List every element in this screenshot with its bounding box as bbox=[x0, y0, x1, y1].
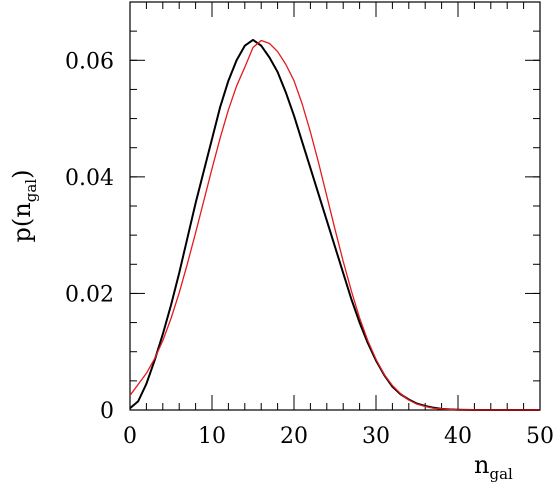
x-tick-label: 30 bbox=[362, 424, 390, 449]
series-group bbox=[129, 38, 540, 411]
x-tick-label: 10 bbox=[198, 424, 226, 449]
x-tick-label: 0 bbox=[123, 424, 137, 449]
x-axis-label: ngal bbox=[474, 451, 513, 483]
x-tick-label: 50 bbox=[526, 424, 554, 449]
ticks bbox=[129, 1, 541, 411]
plot-frame bbox=[129, 1, 541, 411]
y-tick-label: 0.02 bbox=[65, 282, 114, 307]
y-tick-label: 0.04 bbox=[65, 166, 114, 191]
tick-labels: 0 10 20 30 40 50 0 0.02 0.04 0.06 bbox=[65, 49, 554, 449]
y-axis-label: p(ngal) bbox=[8, 170, 40, 243]
x-tick-label: 20 bbox=[280, 424, 308, 449]
x-tick-label: 40 bbox=[444, 424, 472, 449]
y-tick-label: 0 bbox=[100, 399, 114, 424]
y-tick-label: 0.06 bbox=[65, 49, 114, 74]
series-line-black bbox=[129, 38, 540, 411]
series-line-red bbox=[129, 39, 540, 411]
